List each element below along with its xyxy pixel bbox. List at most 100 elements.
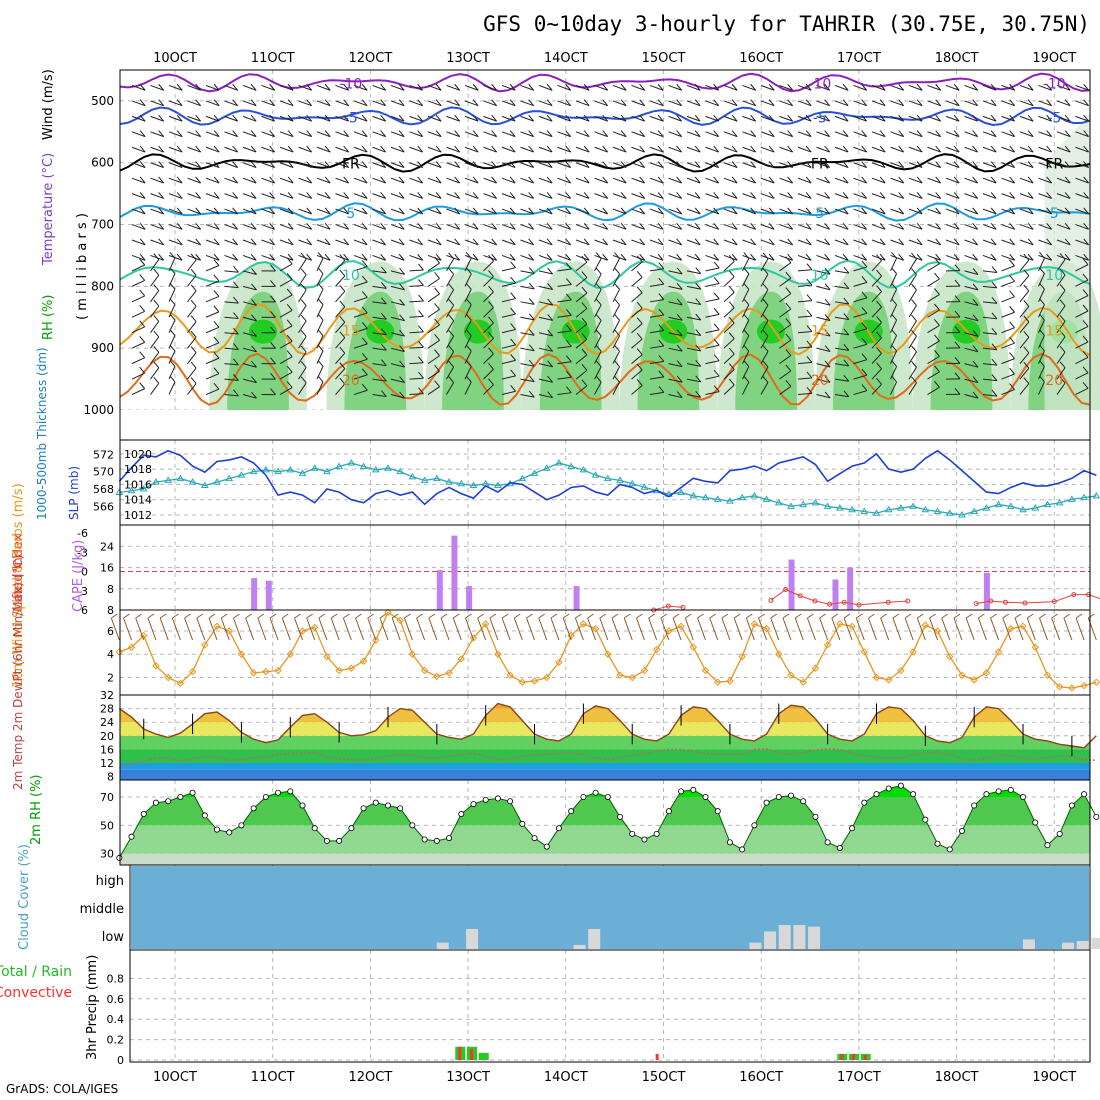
wind-barb (834, 254, 849, 261)
wind-barb-flag (176, 99, 183, 107)
wind-barb-flag (695, 313, 702, 321)
wind-barb-flag (399, 298, 405, 306)
wind-barb (575, 131, 590, 138)
wind-barb-flag (380, 130, 387, 137)
thickness-point (872, 509, 881, 516)
wind-barb-flag (286, 365, 293, 373)
wind-barb (927, 208, 941, 215)
wind-barb-flag (1027, 192, 1034, 199)
wind-barb (816, 254, 830, 261)
wind-barb-flag (232, 176, 239, 184)
wind-barb (945, 162, 960, 168)
millibars-axis-label: ( m i l l i b a r s ) (75, 213, 90, 320)
surface-wind-barb (1051, 617, 1061, 641)
wind-barb (1001, 224, 1015, 230)
wind-barb (390, 378, 405, 384)
wind-barb (501, 208, 516, 215)
wind-barb (298, 274, 307, 287)
wind-barb (409, 269, 424, 272)
wind-barb-flag (972, 391, 979, 399)
wind-barb (797, 208, 812, 215)
wind-barb (501, 177, 516, 184)
wind-barb-flag (1039, 344, 1045, 352)
wind-barb (779, 385, 792, 395)
wind-barb-flag (876, 269, 882, 277)
wind-barb-flag (876, 316, 882, 323)
wind-barb (575, 84, 590, 91)
wind-barb (742, 381, 750, 395)
wind-barb-flag (953, 130, 960, 137)
wind-barb-flag (380, 161, 387, 168)
wind-barb-flag (270, 326, 276, 334)
wind-barb (1001, 265, 1015, 272)
wind-barb-flag (270, 280, 276, 287)
wind-speed-point (127, 643, 136, 651)
thickness-point (396, 467, 405, 475)
wind-barb-flag (488, 301, 494, 308)
wind-barb-flag (169, 344, 176, 352)
wind-barb (927, 224, 941, 230)
rh-point (714, 808, 721, 815)
wind-barb (834, 208, 849, 215)
wind-barb (483, 368, 494, 380)
wind-barb (353, 281, 368, 287)
surface-wind-barb-flag (978, 613, 985, 619)
contour-label: FR (1045, 157, 1063, 173)
wind-barb-flag (251, 360, 257, 368)
wind-barb-flag (565, 253, 572, 261)
wind-barb-flag (190, 346, 197, 353)
wind-barb (982, 239, 997, 246)
wind-barb (834, 332, 849, 336)
wind-barb (187, 208, 201, 215)
wind-barb (427, 115, 442, 122)
wind-barb-flag (728, 363, 735, 370)
wind-barb (1038, 84, 1052, 91)
wind-barb (464, 319, 472, 333)
surface-wind-barb-flag (611, 613, 619, 619)
surface-wind-barb (1075, 617, 1085, 641)
wind-barb-flag (824, 99, 831, 107)
wind-barb (298, 146, 312, 153)
surface-wind-barb (1014, 617, 1024, 641)
wind-barb (964, 193, 978, 199)
wind-barb (705, 267, 720, 272)
wind-barb (1075, 177, 1089, 184)
wind-barb (723, 208, 738, 215)
wind-barb (1001, 358, 1015, 365)
wind-barb-flag (762, 376, 769, 383)
wind-barb-flag (139, 366, 146, 374)
wind-barb (575, 254, 590, 261)
wind-barb-flag (879, 238, 886, 246)
wind-barb-flag (713, 223, 720, 230)
wind-barb (205, 162, 220, 168)
wind-barb-flag (876, 331, 882, 339)
wind-barb (242, 347, 257, 353)
rh-shading-high (463, 319, 492, 344)
wind-barb (816, 115, 830, 122)
wind-barb (1075, 341, 1089, 349)
rh-point (275, 789, 282, 796)
wind-barb-flag (176, 83, 183, 91)
rh-point (690, 786, 697, 793)
wind-barb-flag (317, 267, 324, 275)
wind-barb (390, 254, 405, 261)
wind-barb-flag (731, 223, 738, 230)
wind-barb-flag (1009, 130, 1016, 137)
wind-barb (242, 332, 257, 337)
wind-barb-flag (1023, 269, 1030, 276)
wind-barb-flag (565, 114, 572, 122)
rh-point (555, 825, 562, 832)
wind-barb (464, 304, 472, 318)
wind-barb-flag (306, 130, 313, 137)
wind-barb (261, 193, 275, 199)
wind-barb-flag (286, 319, 293, 327)
wind-barb (594, 162, 608, 168)
wind-barb-flag (676, 130, 683, 137)
wind-barb (279, 356, 293, 365)
thickness-point (1006, 502, 1015, 509)
wind-barb-flag (233, 358, 239, 366)
wind-barb-flag (934, 380, 940, 388)
wind-barb-flag (785, 380, 792, 387)
wind-barb (446, 351, 455, 364)
wind-barb (649, 162, 664, 168)
